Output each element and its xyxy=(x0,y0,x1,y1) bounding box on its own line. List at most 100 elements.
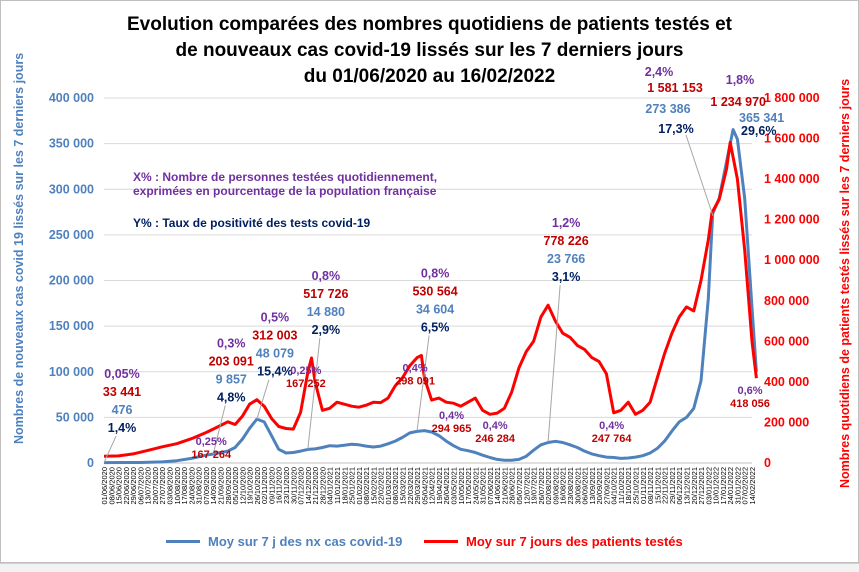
x-tick-label: 09/08/2021 xyxy=(551,467,560,505)
x-tick-label: 24/01/2022 xyxy=(726,467,735,505)
x-tick-label: 07/12/2020 xyxy=(297,467,306,505)
annotation-tested-value: 517 726 xyxy=(303,287,348,301)
x-tick-label: 01/06/2020 xyxy=(100,467,109,505)
annotation-cases-value: 14 880 xyxy=(307,305,345,319)
y-left-tick-label: 250 000 xyxy=(49,228,94,242)
annotation-pct-low: 0,4% xyxy=(599,420,624,432)
annotation-pct-low: 0,4% xyxy=(403,362,428,374)
annotation-positivity: 1,4% xyxy=(108,421,137,435)
x-tick-label: 25/01/2021 xyxy=(348,467,357,505)
x-tick-label: 08/06/2020 xyxy=(107,467,116,505)
x-tick-label: 06/12/2021 xyxy=(675,467,684,505)
legend-cases-label: Moy sur 7 j des nx cas covid-19 xyxy=(208,534,403,549)
annotation-pct-low: 0,4% xyxy=(439,410,464,422)
annotation-tested-low: 167 252 xyxy=(286,378,326,390)
x-tick-label: 12/04/2021 xyxy=(428,467,437,505)
annotation-tested-low: 294 965 xyxy=(432,423,472,435)
annotation-cases-value: 48 079 xyxy=(256,347,294,361)
annotation-tested-value: 33 441 xyxy=(103,385,141,399)
annotation-cases-value: 476 xyxy=(112,403,133,417)
x-tick-label: 21/06/2021 xyxy=(500,467,509,505)
annotation-pct-tested: 0,5% xyxy=(261,311,290,325)
chart-title-line-1: Evolution comparées des nombres quotidie… xyxy=(127,14,732,35)
x-tick-label: 30/11/2020 xyxy=(289,467,298,504)
x-tick-label: 01/03/2021 xyxy=(384,467,393,505)
series-tested-line xyxy=(103,140,758,458)
annotation-leader xyxy=(685,134,714,217)
x-tick-label: 14/02/2022 xyxy=(748,467,757,505)
x-tick-label: 10/01/2022 xyxy=(712,467,721,505)
annotation-leader xyxy=(256,379,270,420)
annotation-pct-tested: 0,8% xyxy=(312,269,341,283)
annotation-pct-tested: 1,8% xyxy=(726,73,755,87)
x-tick-label: 30/08/2021 xyxy=(573,467,582,505)
x-tick-label: 28/12/2020 xyxy=(318,467,327,505)
annotation-tested-value: 1 234 970 xyxy=(710,95,766,109)
legend-cases-swatch xyxy=(166,540,200,543)
legend-cases: Moy sur 7 j des nx cas covid-19 xyxy=(166,534,402,549)
x-tick-label: 02/08/2021 xyxy=(544,467,553,505)
x-tick-label: 03/08/2020 xyxy=(166,467,175,505)
x-tick-label: 14/12/2020 xyxy=(304,467,313,505)
y-right-tick-label: 1 000 000 xyxy=(764,253,820,267)
x-tick-label: 27/09/2021 xyxy=(602,467,611,505)
x-tick-label: 24/08/2020 xyxy=(187,467,196,505)
y-left-tick-label: 50 000 xyxy=(56,410,94,424)
x-tick-label: 15/11/2021 xyxy=(653,467,662,504)
x-tick-label: 17/01/2022 xyxy=(719,467,728,505)
annotation-tested-low: 247 764 xyxy=(592,433,633,445)
legend-tested-swatch xyxy=(424,540,458,543)
x-tick-label: 19/10/2020 xyxy=(246,467,255,505)
x-tick-label: 31/08/2020 xyxy=(195,467,204,505)
x-tick-label: 22/02/2021 xyxy=(377,467,386,505)
x-tick-label: 20/09/2021 xyxy=(595,467,604,505)
x-tick-label: 03/01/2022 xyxy=(704,467,713,505)
x-tick-label: 13/07/2020 xyxy=(144,467,153,505)
x-tick-label: 26/07/2021 xyxy=(537,467,546,505)
x-tick-label: 22/11/2021 xyxy=(661,467,670,504)
x-tick-label: 12/07/2021 xyxy=(522,467,531,505)
annotation-tested-value: 1 581 153 xyxy=(647,81,703,95)
annotation-tested-low: 298 091 xyxy=(395,375,435,387)
annotation-tested-value: 778 226 xyxy=(544,234,589,248)
chart-title-line-3: du 01/06/2020 au 16/02/2022 xyxy=(303,66,556,87)
annotation-pct-low: 0,6% xyxy=(737,385,762,397)
annotation-pct-low: 0,4% xyxy=(483,420,508,432)
annotation-tested-low: 418 056 xyxy=(730,398,770,410)
x-tick-label: 29/11/2021 xyxy=(668,467,677,504)
x-tick-label: 27/07/2020 xyxy=(158,467,167,505)
annotation-pct-tested: 0,05% xyxy=(104,367,139,381)
x-tick-label: 07/02/2022 xyxy=(741,467,750,505)
annotation-cases-value: 273 386 xyxy=(645,102,690,116)
chart-title-line-2: de nouveaux cas covid-19 lissés sur les … xyxy=(175,40,684,61)
x-tick-label: 18/01/2021 xyxy=(340,467,349,505)
annotation-cases-value: 365 341 xyxy=(739,111,784,125)
x-tick-label: 27/12/2021 xyxy=(697,467,706,505)
y-right-tick-label: 1 600 000 xyxy=(764,132,820,146)
x-tick-label: 04/10/2021 xyxy=(610,467,619,505)
x-tick-label: 15/03/2021 xyxy=(399,467,408,505)
x-tick-label: 21/12/2020 xyxy=(311,467,320,505)
x-tick-label: 19/07/2021 xyxy=(530,467,539,505)
x-tick-label: 14/09/2020 xyxy=(209,467,218,505)
x-tick-label: 13/12/2021 xyxy=(682,467,691,505)
x-tick-label: 01/11/2021 xyxy=(639,467,648,504)
y-right-tick-label: 0 xyxy=(764,456,771,470)
y-axis-left-title: Nombres de nouveaux cas covid 19 lissés … xyxy=(12,52,26,444)
annotation-pct-tested: 0,3% xyxy=(217,336,246,350)
annotation-positivity: 2,9% xyxy=(312,323,341,337)
y-left-tick-label: 150 000 xyxy=(49,319,94,333)
x-tick-label: 15/06/2020 xyxy=(115,467,124,505)
annotation-leader xyxy=(547,285,561,442)
x-tick-label: 06/09/2021 xyxy=(581,467,590,505)
x-tick-label: 03/05/2021 xyxy=(449,467,458,505)
annotation-positivity: 3,1% xyxy=(552,270,581,284)
x-tick-label: 11/10/2021 xyxy=(617,467,626,504)
x-tick-label: 08/11/2021 xyxy=(646,467,655,504)
x-tick-label: 28/06/2021 xyxy=(508,467,517,505)
annotation-cases-value: 9 857 xyxy=(216,372,247,386)
x-tick-label: 22/03/2021 xyxy=(406,467,415,505)
x-tick-label: 23/08/2021 xyxy=(566,467,575,505)
annotation-positivity: 6,5% xyxy=(421,320,450,334)
x-tick-label: 15/02/2021 xyxy=(369,467,378,505)
